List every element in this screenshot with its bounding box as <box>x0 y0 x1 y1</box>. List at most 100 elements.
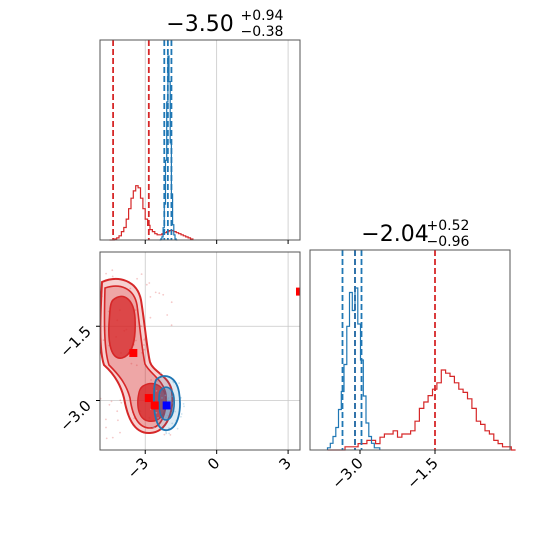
reference-markers-blue <box>162 401 171 410</box>
title-param2: −2.04 <box>361 222 428 247</box>
prior-sample-point <box>132 411 134 414</box>
title-param2-median: −2.04 <box>361 222 428 247</box>
posterior-sample-point <box>168 427 170 430</box>
quantile-lines-param2 <box>341 250 436 450</box>
prior-sample-point <box>149 316 152 319</box>
prior-sample-point <box>158 292 161 295</box>
prior-sample-point <box>125 328 128 331</box>
prior-sample-point <box>135 364 138 367</box>
prior-sample-point <box>143 344 145 346</box>
title-param1: −3.50 <box>166 12 233 37</box>
posterior-sample-point <box>183 405 185 408</box>
prior-contour-inner <box>108 295 136 359</box>
prior-sample-point <box>148 416 151 419</box>
prior-sample-point <box>133 417 136 420</box>
prior-sample-point <box>149 296 152 298</box>
prior-sample-point <box>170 324 173 327</box>
prior-sample-point <box>117 419 119 422</box>
prior-sample-point <box>105 437 108 440</box>
prior-sample-point <box>154 291 157 294</box>
tick-label-param2: −3.0 <box>56 397 94 435</box>
posterior-sample-point <box>152 375 154 378</box>
prior-sample-point <box>102 339 105 341</box>
prior-sample-point <box>163 433 166 436</box>
posterior-sample-point <box>160 372 162 375</box>
prior-sample-point <box>103 329 106 332</box>
prior-sample-point <box>130 362 133 365</box>
prior-sample-point <box>132 343 135 346</box>
prior-sample-point <box>115 336 117 338</box>
prior-sample-point <box>119 431 121 434</box>
posterior-sample-point <box>180 413 183 415</box>
prior-sample-point <box>105 272 107 275</box>
posterior-sample-point <box>174 410 177 413</box>
hist-panel-param1 <box>99 39 301 244</box>
posterior-sample-point <box>178 382 181 384</box>
prior-sample-point <box>129 287 132 290</box>
marker-blue <box>162 401 171 410</box>
prior-sample-point <box>118 309 121 312</box>
prior-sample-point <box>136 277 139 280</box>
posterior-sample-point <box>164 416 167 419</box>
prior-sample-point <box>105 426 107 429</box>
ticks-param2-hist: −3.0 −1.5 <box>328 450 442 493</box>
prior-sample-point <box>145 283 148 286</box>
prior-sample-point <box>108 344 110 347</box>
posterior-sample-point <box>166 398 169 401</box>
posterior-sample-point <box>180 415 182 418</box>
prior-sample-point <box>168 415 171 418</box>
prior-sample-point <box>136 309 139 311</box>
prior-sample-point <box>169 434 172 436</box>
title-param2-plus: +0.52 <box>427 218 470 234</box>
posterior-sample-point <box>151 425 154 428</box>
prior-sample-point <box>111 275 114 278</box>
posterior-sample-point <box>170 395 172 398</box>
prior-sample-point <box>107 310 110 313</box>
tick-label-param2: −1.5 <box>403 454 441 492</box>
prior-sample-point <box>110 400 113 403</box>
posterior-sample-point <box>171 422 174 425</box>
prior-sample-point <box>140 325 142 328</box>
title-param1-minus: −0.38 <box>241 24 284 40</box>
prior-sample-point <box>100 295 103 298</box>
posterior-sample-point <box>182 403 185 405</box>
posterior-histogram-param1 <box>159 55 178 241</box>
tick-label-param1: −3 <box>124 454 152 482</box>
prior-sample-point <box>141 351 143 354</box>
prior-sample-point <box>111 269 114 272</box>
prior-sample-point <box>143 338 146 341</box>
title-param2-minus: −0.96 <box>427 234 470 250</box>
marker-red <box>144 394 153 403</box>
prior-sample-point <box>109 307 112 309</box>
tick-label-param1: 3 <box>275 454 294 473</box>
prior-sample-point <box>148 282 151 284</box>
tick-label-param2: −3.0 <box>328 454 366 492</box>
posterior-sample-point <box>155 390 158 392</box>
marker-red <box>150 401 159 410</box>
panel-frame-param1 <box>99 39 301 241</box>
prior-sample-point <box>116 410 119 413</box>
title-param1-median: −3.50 <box>166 12 233 37</box>
prior-sample-point <box>140 273 143 275</box>
prior-sample-point <box>144 337 147 340</box>
title-param1-plus: +0.94 <box>241 8 284 24</box>
prior-sample-point <box>116 319 119 322</box>
posterior-sample-point <box>153 426 156 429</box>
prior-sample-point <box>170 301 173 304</box>
prior-sample-point <box>105 418 107 421</box>
quantile-lines-param1 <box>112 40 173 240</box>
joint-panel: −3 0 3 −1.5 −3.0 <box>56 251 301 482</box>
posterior-sample-point <box>165 431 167 433</box>
posterior-sample-point <box>157 417 160 419</box>
prior-sample-point <box>134 309 137 311</box>
prior-sample-point <box>166 314 169 316</box>
posterior-sample-point <box>155 411 158 414</box>
posterior-histogram-param2 <box>326 287 381 450</box>
prior-sample-point <box>162 293 165 296</box>
prior-histogram-param1 <box>109 185 194 241</box>
prior-sample-point <box>143 348 146 351</box>
posterior-sample-point <box>167 397 170 399</box>
reference-markers-red <box>129 287 300 410</box>
prior-sample-point <box>123 329 126 332</box>
